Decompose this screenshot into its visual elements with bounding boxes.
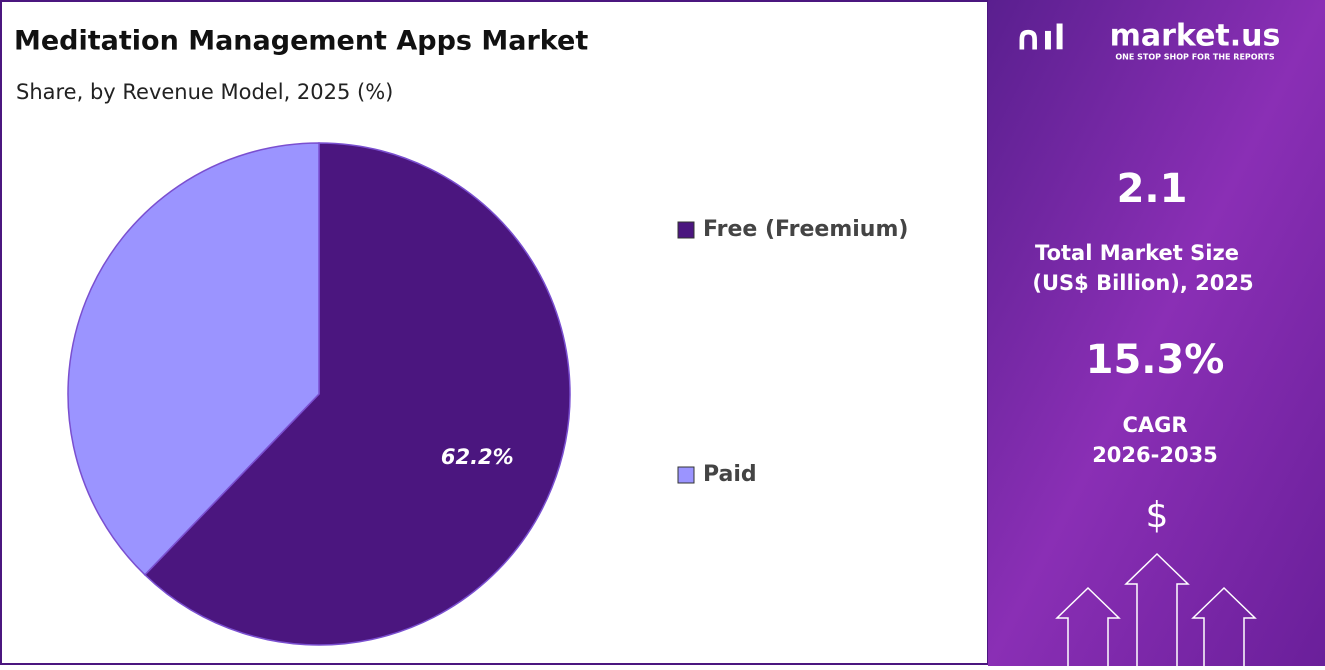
data-label: 62.2% xyxy=(441,445,514,469)
logo-icon: ∩ıl xyxy=(1015,19,1066,59)
arrow-icon xyxy=(1124,552,1190,666)
pie: 62.2% xyxy=(67,142,571,646)
legend-swatch xyxy=(677,221,695,239)
logo: market.us xyxy=(1110,19,1281,54)
arrows xyxy=(1055,552,1257,666)
pie-slice xyxy=(143,142,571,646)
legend-label: Paid xyxy=(703,462,757,487)
arrow-icon xyxy=(1191,586,1257,666)
legend-label: Free (Freemium) xyxy=(703,217,908,242)
chart-title: Meditation Management Apps Market xyxy=(14,26,588,57)
market-size-label: (US$ Billion), 2025 xyxy=(1032,271,1253,295)
market-size: 2.1 xyxy=(1117,166,1188,212)
pie-slice xyxy=(67,142,320,576)
arrow-icon xyxy=(1055,586,1121,666)
chart-subtitle: Share, by Revenue Model, 2025 (%) xyxy=(16,80,393,104)
legend: Free (Freemium) Paid xyxy=(677,217,908,487)
currency-icon: $ xyxy=(1146,495,1169,536)
cagr: 15.3% xyxy=(1086,337,1225,383)
legend-swatch xyxy=(677,466,695,484)
cagr-label: CAGR xyxy=(1122,413,1187,437)
tagline: ONE STOP SHOP FOR THE REPORTS xyxy=(1115,53,1274,62)
sidebar xyxy=(988,0,1325,666)
sidebar-content: ∩ıl market.us ONE STOP SHOP FOR THE REPO… xyxy=(1015,19,1281,537)
market-size-label: Total Market Size xyxy=(1035,241,1239,265)
cagr-label: 2026-2035 xyxy=(1092,443,1218,467)
